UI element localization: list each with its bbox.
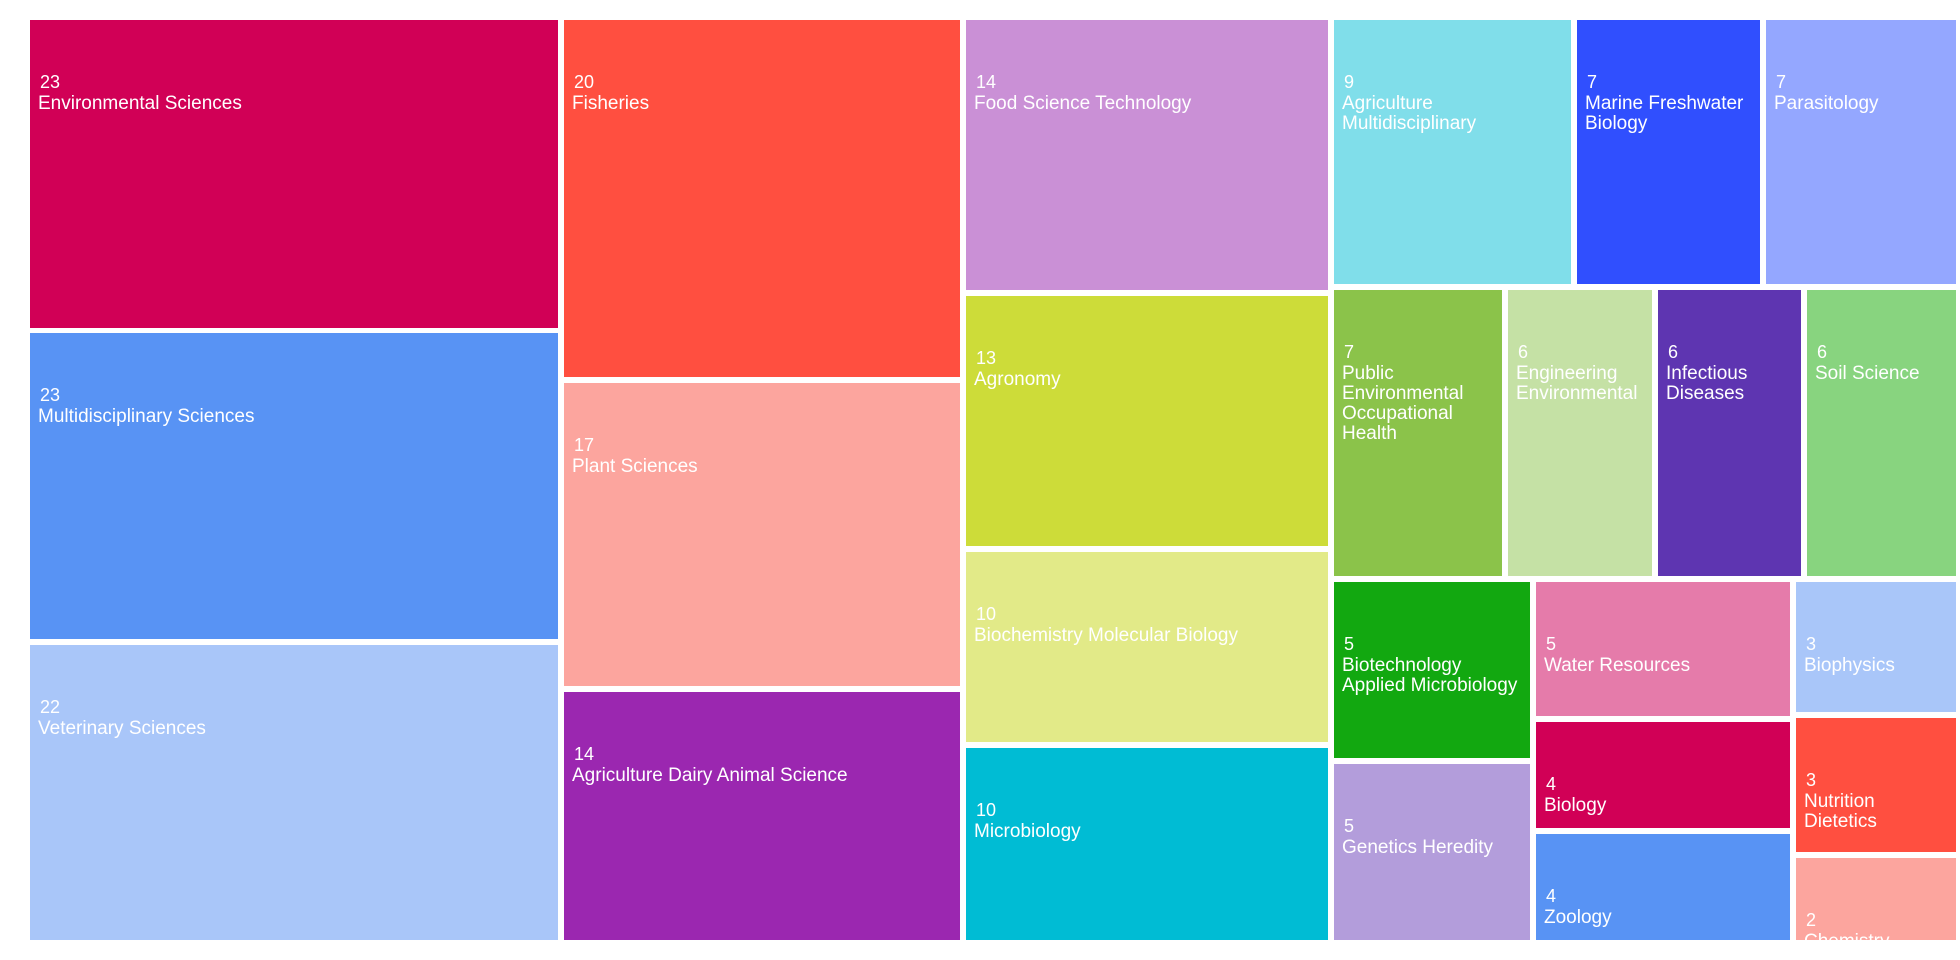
tile-label: Microbiology (974, 821, 1081, 842)
treemap-tile-infectious-diseases: 6 Infectious Diseases (1658, 290, 1801, 576)
treemap-tile-biochemistry-molecular-biology: 10 Biochemistry Molecular Biology (966, 552, 1328, 742)
tile-value: 3 (1806, 634, 1817, 654)
tile-value: 4 (1546, 886, 1557, 906)
tile-label: Agriculture Dairy Animal Science (572, 765, 848, 786)
tile-value: 2 (1806, 910, 1817, 930)
treemap-tile-microbiology: 10 Microbiology (966, 748, 1328, 940)
treemap-tile-agriculture-dairy-animal-science: 14 Agriculture Dairy Animal Science (564, 692, 960, 940)
tile-value: 7 (1587, 72, 1598, 92)
treemap-tile-biology: 4 Biology (1536, 722, 1790, 828)
tile-value: 14 (574, 744, 595, 764)
tile-value: 13 (976, 348, 997, 368)
tile-label: Chemistry (1804, 932, 1952, 941)
treemap-tile-veterinary-sciences: 22 Veterinary Sciences (30, 645, 558, 940)
tile-label: Genetics Heredity (1342, 837, 1494, 858)
tile-label: Food Science Technology (974, 93, 1192, 114)
tile-label: Marine Freshwater Biology (1585, 93, 1744, 134)
tile-label: Fisheries (572, 93, 650, 114)
tile-value: 5 (1344, 634, 1355, 654)
tile-value: 7 (1776, 72, 1787, 92)
treemap-tile-engineering-environmental: 6 Engineering Environmental (1508, 290, 1652, 576)
tile-value: 23 (40, 385, 61, 405)
tile-label: Public Environmental Occupational Health (1342, 363, 1464, 444)
treemap-tile-fisheries: 20 Fisheries (564, 20, 960, 377)
tile-label: Water Resources (1544, 655, 1691, 676)
tile-value: 17 (574, 435, 595, 455)
tile-value: 6 (1668, 342, 1679, 362)
tile-value: 5 (1344, 816, 1355, 836)
treemap-tile-soil-science: 6 Soil Science (1807, 290, 1956, 576)
tile-label: Soil Science (1815, 363, 1920, 384)
treemap-tile-biotechnology-applied-microbiology: 5 Biotechnology Applied Microbiology (1334, 582, 1530, 758)
treemap-tile-genetics-heredity: 5 Genetics Heredity (1334, 764, 1530, 940)
tile-value: 9 (1344, 72, 1355, 92)
tile-label: Agriculture Multidisciplinary (1342, 93, 1477, 134)
tile-label: Nutrition Dietetics (1804, 791, 1877, 832)
treemap-tile-nutrition-dietetics: 3 Nutrition Dietetics (1796, 718, 1956, 852)
tile-value: 4 (1546, 774, 1557, 794)
treemap-tile-parasitology: 7 Parasitology (1766, 20, 1956, 284)
treemap-tile-marine-freshwater-biology: 7 Marine Freshwater Biology (1577, 20, 1760, 284)
tile-label: Biophysics (1804, 655, 1895, 676)
tile-label: Multidisciplinary Sciences (38, 406, 255, 427)
tile-label: Biochemistry Molecular Biology (974, 625, 1238, 646)
tile-label: Biotechnology Applied Microbiology (1342, 655, 1518, 696)
tile-value: 10 (976, 800, 997, 820)
tile-value: 23 (40, 72, 61, 92)
treemap-tile-environmental-sciences: 23 Environmental Sciences (30, 20, 558, 328)
tile-label: Parasitology (1774, 93, 1879, 114)
tile-label: Plant Sciences (572, 456, 698, 477)
tile-value: 7 (1344, 342, 1355, 362)
treemap-tile-agriculture-multidisciplinary: 9 Agriculture Multidisciplinary (1334, 20, 1571, 284)
treemap-tile-water-resources: 5 Water Resources (1536, 582, 1790, 716)
tile-label: Infectious Diseases (1666, 363, 1748, 404)
treemap-tile-zoology: 4 Zoology (1536, 834, 1790, 940)
tile-value: 20 (574, 72, 595, 92)
tile-label: Biology (1544, 795, 1607, 816)
tile-label: Veterinary Sciences (38, 718, 206, 739)
treemap-tile-public-environmental-occupational-health: 7 Public Environmental Occupational Healt… (1334, 290, 1502, 576)
treemap-tile-biophysics: 3 Biophysics (1796, 582, 1956, 712)
tile-value: 3 (1806, 770, 1817, 790)
tile-label: Zoology (1544, 907, 1612, 928)
tile-label: Environmental Sciences (38, 93, 242, 114)
treemap-tile-chemistry: 2 Chemistry (1796, 858, 1956, 940)
tile-label: Engineering Environmental (1516, 363, 1638, 404)
treemap-tile-multidisciplinary-sciences: 23 Multidisciplinary Sciences (30, 333, 558, 639)
tile-value: 6 (1518, 342, 1529, 362)
treemap-tile-food-science-technology: 14 Food Science Technology (966, 20, 1328, 290)
tile-value: 10 (976, 604, 997, 624)
tile-value: 14 (976, 72, 997, 92)
tile-value: 6 (1817, 342, 1828, 362)
treemap-tile-plant-sciences: 17 Plant Sciences (564, 383, 960, 686)
treemap-tile-agronomy: 13 Agronomy (966, 296, 1328, 546)
tile-value: 5 (1546, 634, 1557, 654)
tile-label: Agronomy (974, 369, 1061, 390)
tile-value: 22 (40, 697, 61, 717)
